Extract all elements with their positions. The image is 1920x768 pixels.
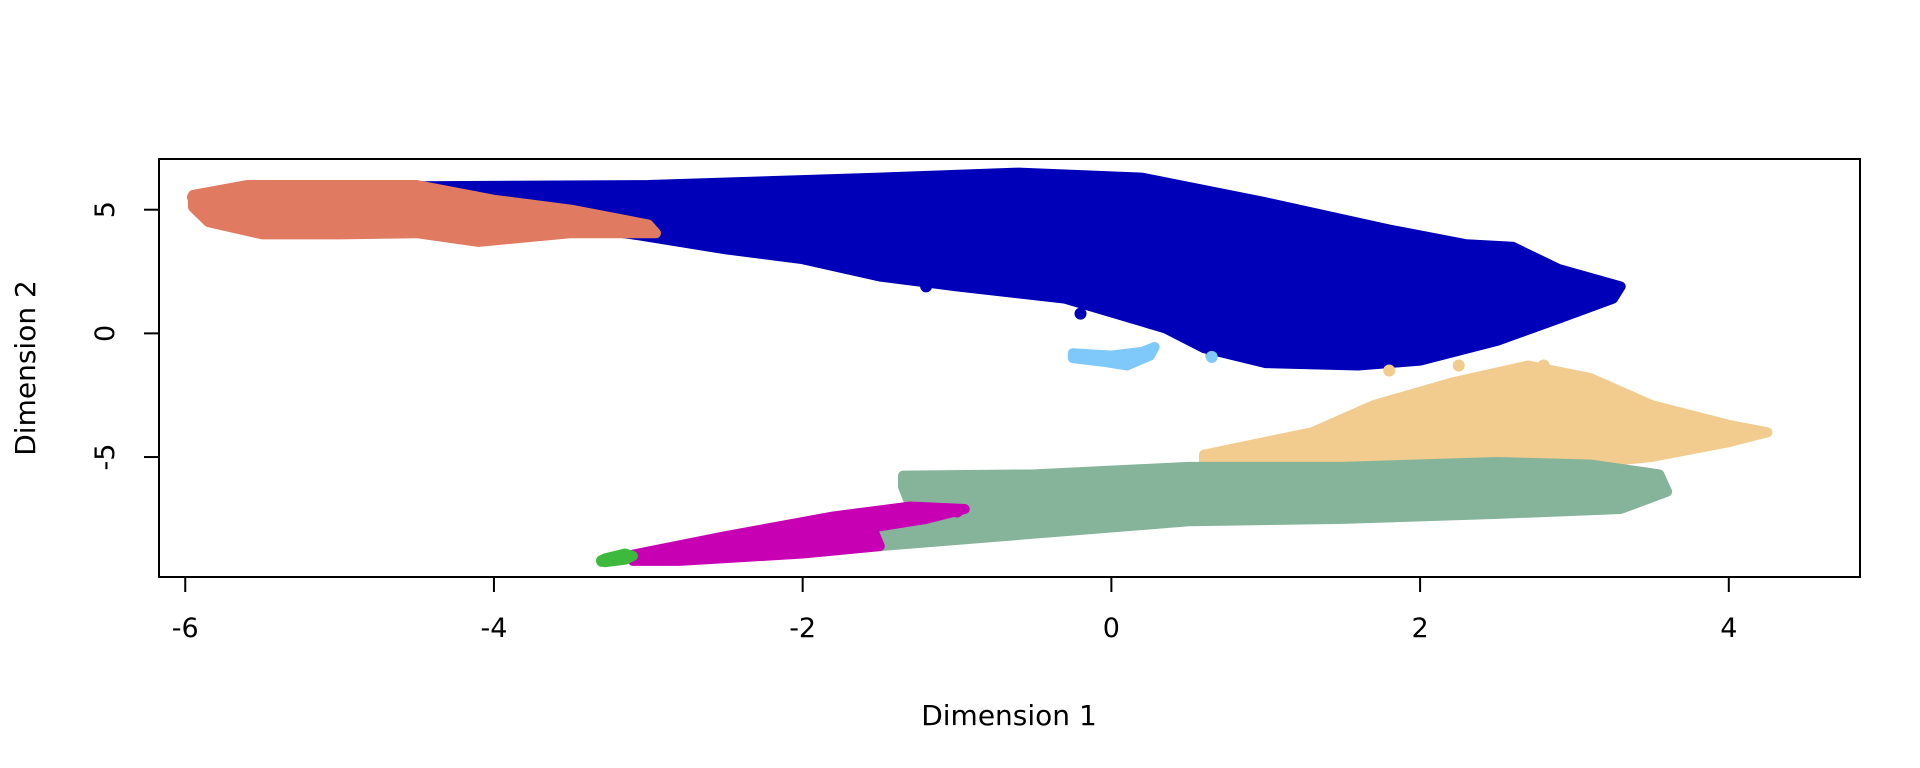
series-2-cluster	[188, 180, 661, 247]
series-1-point-1	[920, 280, 933, 293]
series-1-point-3	[1074, 307, 1087, 320]
y-tick-label: 5	[90, 201, 121, 218]
y-tick-label: -5	[90, 444, 121, 471]
series-6-point-1	[951, 505, 963, 518]
y-axis-title: Dimension 2	[9, 280, 42, 456]
x-axis-title: Dimension 1	[921, 699, 1097, 732]
series-1-cluster	[411, 167, 1626, 371]
series-4-point-1	[1383, 364, 1396, 377]
x-tick-label: -6	[172, 613, 199, 644]
series-6-cluster	[627, 501, 970, 566]
x-tick-label: 2	[1411, 613, 1428, 644]
series-2-point-2	[194, 201, 207, 214]
y-tick-label: 0	[90, 325, 121, 342]
series-7	[596, 548, 638, 568]
series-2	[187, 180, 661, 247]
x-tick-label: -4	[480, 613, 507, 644]
x-axis: -6 -4 -2 0 2 4	[172, 576, 1737, 644]
x-tick-label: 0	[1103, 613, 1120, 644]
data-series-layer	[187, 167, 1773, 568]
x-tick-label: -2	[789, 613, 816, 644]
series-7-point-2	[619, 551, 632, 564]
x-tick-label: 4	[1720, 613, 1737, 644]
series-3	[1067, 342, 1218, 371]
series-6	[627, 501, 970, 566]
series-2-point-1	[187, 191, 199, 204]
y-axis: -5 0 5	[90, 201, 160, 471]
series-4-point-3	[1537, 359, 1550, 372]
series-3-cluster	[1067, 342, 1160, 371]
series-3-point-1	[1205, 350, 1218, 363]
series-7-point-1	[596, 554, 608, 567]
series-1-point-4	[1306, 357, 1318, 370]
series-4-point-2	[1452, 359, 1465, 372]
series-1-point-2	[951, 277, 963, 290]
